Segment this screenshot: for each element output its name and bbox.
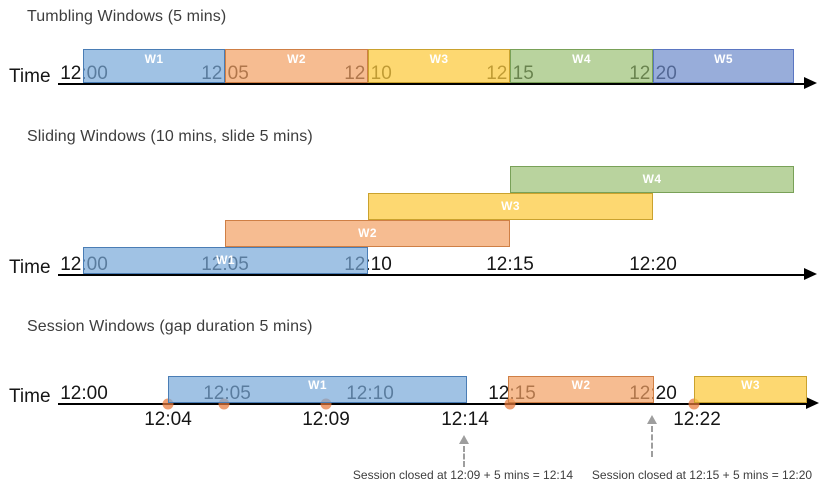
tumbling-windows-bar-w3 xyxy=(368,49,510,83)
session-windows-bar-w3 xyxy=(694,376,807,403)
tumbling-windows-bar-w1 xyxy=(83,49,225,83)
session-close-arrowhead-icon xyxy=(647,415,657,424)
window-label: W1 xyxy=(216,253,235,267)
session-windows-time-axis-line xyxy=(58,403,808,405)
session-close-note: Session closed at 12:09 + 5 mins = 12:14 xyxy=(352,468,574,482)
sliding-windows-time-axis-label: Time xyxy=(9,257,51,278)
window-label: W2 xyxy=(571,378,591,392)
event-time-label: 12:04 xyxy=(144,409,192,430)
window-label: W5 xyxy=(714,52,733,66)
event-time-label: 12:14 xyxy=(441,409,489,430)
tumbling-windows-time-axis-label: Time xyxy=(9,66,51,87)
session-windows-bar-w1 xyxy=(168,376,467,403)
axis-arrowhead-icon xyxy=(804,77,817,89)
sliding-windows-title: Sliding Windows (10 mins, slide 5 mins) xyxy=(27,128,313,145)
window-label: W3 xyxy=(741,378,760,392)
window-label: W1 xyxy=(308,378,327,392)
sliding-windows-bar-w1 xyxy=(83,247,368,274)
window-label: W1 xyxy=(144,52,164,66)
window-label: W3 xyxy=(501,199,520,213)
sliding-windows-bar-w4 xyxy=(510,166,794,193)
session-close-arrowhead-icon xyxy=(459,435,469,444)
session-windows-title: Session Windows (gap duration 5 mins) xyxy=(27,318,313,335)
tumbling-windows-bar-w5 xyxy=(653,49,794,83)
axis-arrowhead-icon xyxy=(806,397,819,409)
event-dot xyxy=(162,398,174,410)
axis-arrowhead-icon xyxy=(804,268,817,280)
tumbling-windows-time-axis-line xyxy=(58,83,806,85)
tumbling-windows-bar-w4 xyxy=(510,49,653,83)
event-dot xyxy=(688,398,700,410)
event-dot xyxy=(218,398,230,410)
window-label: W4 xyxy=(642,172,662,186)
sliding-windows-bar-w2 xyxy=(225,220,510,247)
session-close-note: Session closed at 12:15 + 5 mins = 12:20 xyxy=(591,468,813,482)
session-close-arrow-stem xyxy=(651,426,653,457)
tumbling-windows-title: Tumbling Windows (5 mins) xyxy=(27,8,227,25)
axis-tick-label: 12:00 xyxy=(60,383,108,404)
window-label: W3 xyxy=(429,52,449,66)
event-dot xyxy=(504,398,516,410)
event-dot xyxy=(320,398,332,410)
session-close-arrow-stem xyxy=(463,446,465,467)
session-windows-time-axis-label: Time xyxy=(9,386,51,407)
event-time-label: 12:22 xyxy=(673,409,721,430)
sliding-windows-bar-w3 xyxy=(368,193,653,220)
event-time-label: 12:09 xyxy=(302,409,350,430)
window-label: W2 xyxy=(287,52,306,66)
axis-tick-label: 12:15 xyxy=(486,254,534,275)
window-label: W4 xyxy=(572,52,591,66)
sliding-windows-time-axis-line xyxy=(58,274,806,276)
axis-tick-label: 12:20 xyxy=(629,254,677,275)
tumbling-windows-bar-w2 xyxy=(225,49,368,83)
window-label: W2 xyxy=(358,226,377,240)
session-windows-bar-w2 xyxy=(508,376,654,403)
